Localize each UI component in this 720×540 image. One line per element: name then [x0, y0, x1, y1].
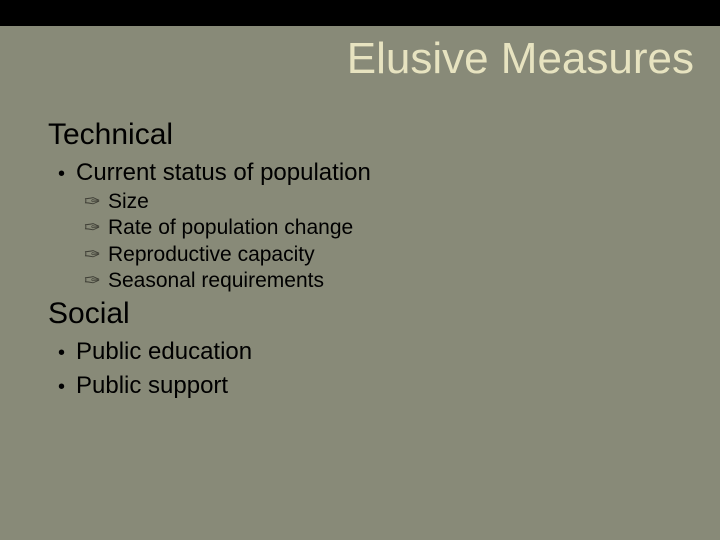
list-item-label: Rate of population change [108, 215, 353, 240]
list-item-label: Public support [76, 372, 228, 401]
list-item: ✑ Rate of population change [30, 215, 694, 240]
top-accent-bar [0, 0, 720, 26]
bullet-l3-icon: ✑ [84, 245, 108, 265]
bullet-l3-icon: ✑ [84, 192, 108, 212]
list-item-label: Social [48, 297, 130, 332]
list-item-label: Reproductive capacity [108, 242, 315, 267]
bullet-l2-icon: • [58, 377, 76, 397]
list-item: Technical [30, 118, 694, 153]
list-item: ✑ Seasonal requirements [30, 268, 694, 293]
list-item-label: Seasonal requirements [108, 268, 324, 293]
list-item-label: Current status of population [76, 159, 371, 188]
list-item-label: Public education [76, 338, 252, 367]
list-item: • Current status of population [30, 159, 694, 188]
slide: Elusive Measures Technical • Current sta… [0, 0, 720, 540]
slide-body: Technical • Current status of population… [30, 118, 694, 403]
list-item-label: Technical [48, 118, 173, 153]
bullet-l2-icon: • [58, 343, 76, 363]
slide-title: Elusive Measures [347, 34, 694, 84]
list-item: • Public support [30, 372, 694, 401]
list-item: ✑ Reproductive capacity [30, 242, 694, 267]
list-item: • Public education [30, 338, 694, 367]
bullet-l3-icon: ✑ [84, 218, 108, 238]
list-item: ✑ Size [30, 189, 694, 214]
list-item-label: Size [108, 189, 149, 214]
bullet-l3-icon: ✑ [84, 271, 108, 291]
list-item: Social [30, 297, 694, 332]
bullet-l2-icon: • [58, 164, 76, 184]
